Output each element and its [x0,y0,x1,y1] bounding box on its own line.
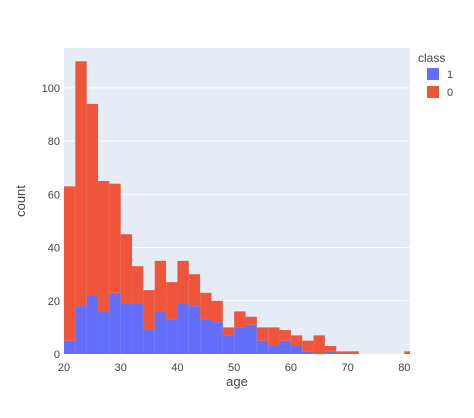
y-tick-label: 80 [48,136,60,148]
bar-class-0 [347,351,359,354]
legend-swatch-0[interactable] [427,86,439,98]
y-tick-label: 0 [54,349,60,361]
bar-class-0 [302,340,314,352]
bar-class-0 [245,316,257,325]
y-axis-title: count [13,185,28,217]
y-tick-labels: 0 20 40 60 80 100 [42,83,60,361]
y-tick-label: 60 [48,189,60,201]
bar-class-0 [154,260,167,312]
bar-class-0 [120,234,133,304]
bar-class-1 [177,303,189,354]
bar-class-1 [75,306,87,354]
bar-class-1 [302,351,314,354]
bar-class-1 [290,346,303,354]
bar-class-0 [86,103,99,296]
x-axis-title: age [226,374,248,389]
bar-class-0 [211,300,223,323]
bar-class-1 [245,324,257,354]
x-tick-label: 80 [398,362,410,374]
bar-class-1 [154,311,167,354]
x-tick-label: 40 [171,362,183,374]
x-tick-label: 50 [228,362,240,374]
bar-class-1 [132,303,144,354]
bar-class-0 [279,330,291,341]
bar-class-1 [324,351,337,354]
bar-class-0 [177,260,189,304]
legend-swatch-1[interactable] [427,68,439,80]
bar-class-1 [166,319,178,354]
bar-class-1 [279,340,291,354]
x-tick-label: 20 [58,362,70,374]
x-tick-label: 60 [285,362,297,374]
bar-class-0 [234,311,246,328]
bar-class-0 [256,327,269,341]
legend: class 1 0 [418,51,453,99]
bar-class-1 [200,319,212,354]
legend-label-0[interactable]: 0 [447,87,453,99]
bar-class-1 [98,311,110,354]
x-tick-labels: 20 30 40 50 60 70 80 [58,362,411,374]
bar-class-0 [200,292,212,320]
bar-class-0 [290,335,303,347]
bar-class-0 [404,351,410,354]
bar-class-1 [256,340,269,354]
bar-class-1 [268,346,280,354]
legend-label-1[interactable]: 1 [447,69,453,81]
y-tick-label: 40 [48,243,60,255]
y-tick-label: 20 [48,296,60,308]
legend-title: class [418,51,445,65]
bar-class-0 [143,290,155,331]
bars [64,61,410,354]
bar-class-0 [313,335,325,354]
bar-class-1 [143,330,155,354]
bar-class-1 [234,327,246,354]
bar-class-1 [188,306,201,354]
bar-class-1 [64,340,76,354]
bar-class-0 [166,282,178,320]
y-tick-label: 100 [42,83,60,95]
bar-class-0 [98,181,110,312]
bar-class-0 [132,266,144,304]
bar-class-0 [188,274,201,307]
bar-class-1 [222,335,235,354]
x-tick-label: 70 [341,362,353,374]
bar-class-1 [120,303,133,354]
bar-class-0 [64,186,76,341]
bar-class-0 [109,183,121,293]
bar-class-1 [109,292,121,354]
bar-class-1 [86,295,99,354]
bar-class-0 [75,61,87,307]
bar-class-0 [336,351,348,354]
bar-class-0 [324,346,337,352]
bar-class-1 [211,322,223,354]
bar-class-0 [222,327,235,336]
bar-class-0 [268,327,280,347]
x-tick-label: 30 [115,362,127,374]
